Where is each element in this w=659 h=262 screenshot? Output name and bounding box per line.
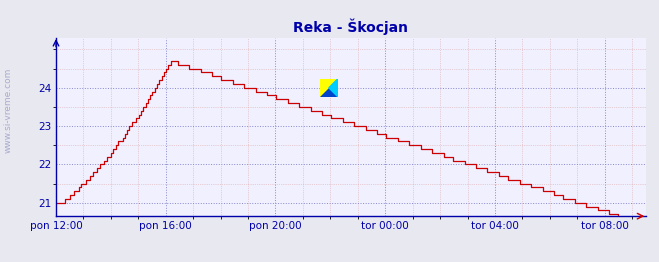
Polygon shape: [320, 79, 338, 97]
Polygon shape: [320, 79, 338, 97]
Polygon shape: [329, 79, 338, 97]
Text: www.si-vreme.com: www.si-vreme.com: [3, 67, 13, 153]
Title: Reka - Škocjan: Reka - Škocjan: [293, 19, 409, 35]
